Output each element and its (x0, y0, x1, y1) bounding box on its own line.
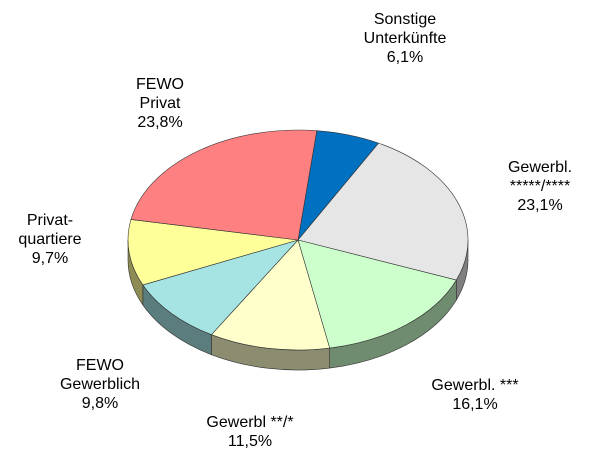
slice (297, 239, 457, 349)
category-label: Gewerbl **/* (206, 414, 294, 431)
value-label: 9,7% (31, 250, 69, 267)
slice (127, 219, 299, 286)
slice-label: Gewerbl. *****/**** 23,1% (508, 158, 572, 215)
value-label: 23,8% (137, 114, 183, 131)
slice (130, 129, 318, 241)
slice (142, 239, 299, 336)
category-label: Gewerbl. *** (431, 377, 519, 394)
value-label: 11,5% (227, 433, 273, 450)
category-label: FEWO Privat (136, 76, 184, 112)
category-label: Privat- quartiere (18, 212, 82, 248)
category-label: Gewerbl. *****/**** (507, 159, 573, 195)
value-label: 6,1% (386, 49, 424, 66)
value-label: 23,1% (517, 197, 563, 214)
slice-label: Gewerbl **/* 11,5% (206, 413, 293, 451)
value-label: 9,8% (81, 395, 119, 412)
category-label: FEWO Gewerblich (59, 357, 141, 393)
category-label: Sonstige Unterkünfte (363, 11, 447, 47)
slice (210, 239, 331, 351)
slice-label: FEWO Privat 23,8% (136, 75, 184, 132)
slice-label: Privat- quartiere 9,7% (18, 211, 81, 268)
slice-label: Gewerbl. *** 16,1% (431, 376, 518, 414)
value-label: 16,1% (452, 396, 498, 413)
slice-label: Sonstige Unterkünfte 6,1% (364, 10, 447, 67)
slice (297, 142, 469, 281)
slice-label: FEWO Gewerblich 9,8% (60, 356, 140, 413)
